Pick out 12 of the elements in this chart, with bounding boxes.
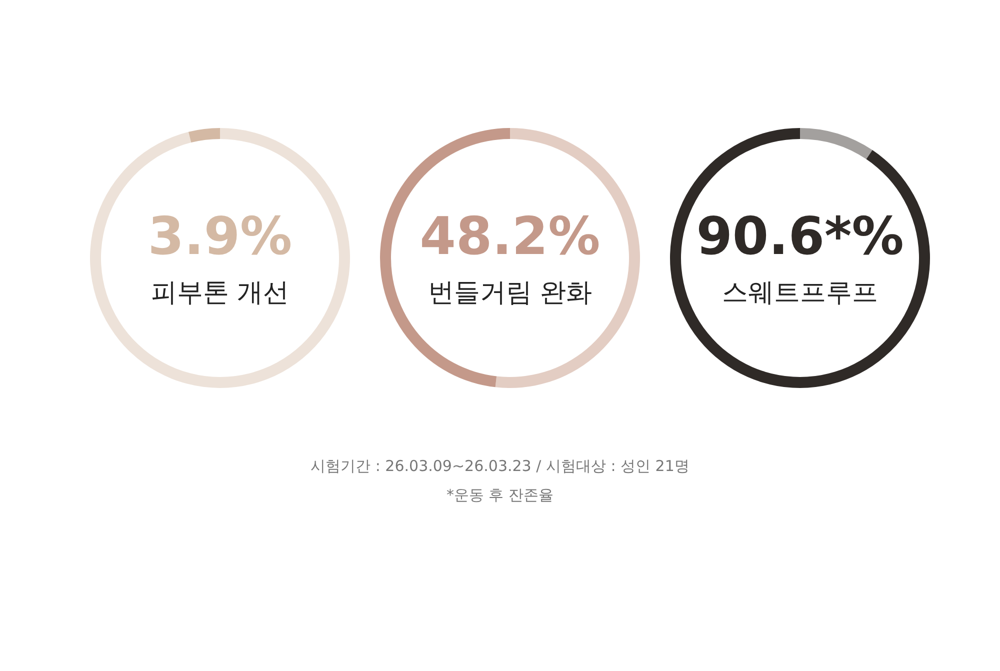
data-label: 48.2% (420, 207, 600, 267)
donut-slice (670, 128, 930, 388)
text: 스웨트프루프 (722, 278, 878, 308)
data-label: 3.9% (148, 207, 292, 267)
text: 번들거림 완화 (428, 278, 592, 308)
text: 피부톤 개선 (150, 278, 290, 308)
data-label: 90.6*% (696, 207, 904, 267)
text: 시험기간 : 26.03.09~26.03.23 / 시험대상 : 성인 21명 (310, 456, 690, 477)
text: *운동 후 잔존율 (445, 485, 555, 506)
donut-slice (90, 128, 350, 388)
donut-slice (800, 128, 872, 160)
donut-slice (188, 128, 220, 143)
